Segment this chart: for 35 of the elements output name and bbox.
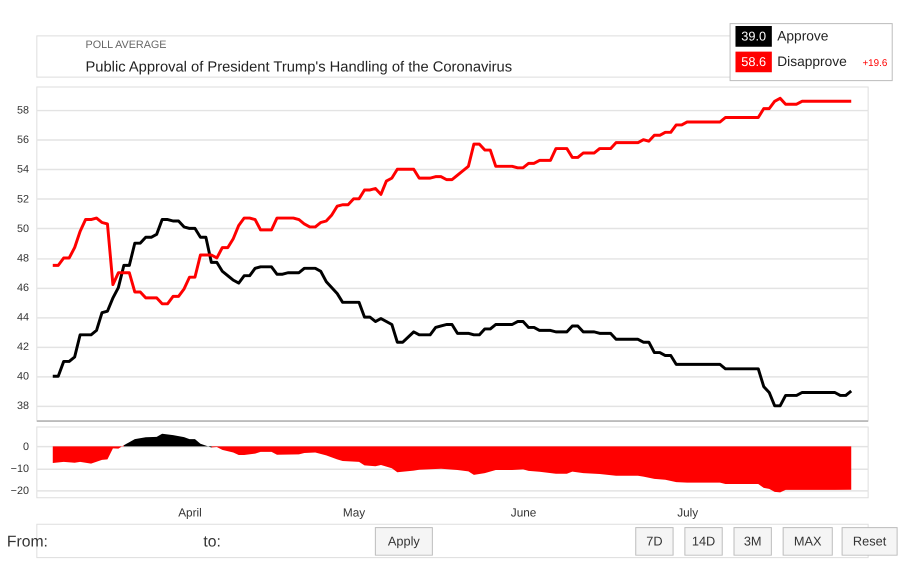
y-tick-label: 54 (16, 164, 29, 176)
y-tick-label: −10 (10, 462, 29, 475)
text: 7D (646, 533, 663, 548)
text: From: (6, 533, 48, 550)
line-series (51, 96, 853, 306)
text: to: (203, 533, 221, 550)
x-tick-label: July (677, 506, 698, 520)
y-tick-label: 44 (16, 312, 29, 324)
y-tick-label: 52 (16, 193, 29, 206)
text: +19.6 (862, 58, 888, 69)
text: 3M (744, 533, 762, 548)
y-tick-label: 50 (16, 222, 29, 235)
line-series (51, 218, 853, 408)
legend-label: Disapprove (777, 54, 848, 69)
y-tick-label: 56 (16, 134, 29, 146)
chart-title: Public Approval of President Trump's Handling of the Coronavirus (85, 60, 512, 76)
y-tick-label: 0 (22, 440, 29, 453)
y-tick-label: 48 (16, 252, 29, 264)
y-tick-label: 42 (16, 341, 29, 354)
text: MAX (794, 533, 822, 548)
x-tick-label: June (510, 506, 537, 520)
x-tick-label: April (178, 506, 202, 520)
text: 58.6 (741, 54, 766, 69)
y-tick-label: 46 (16, 282, 29, 294)
y-tick-label: 58 (16, 104, 29, 117)
text: 39.0 (741, 28, 766, 44)
legend-label: Approve (777, 28, 829, 44)
x-tick-label: May (342, 506, 366, 520)
text: Reset (852, 533, 887, 548)
text: Apply (388, 533, 420, 548)
y-tick-label: 38 (16, 400, 29, 412)
chart-subtitle: POLL AVERAGE (85, 39, 167, 52)
text: 14D (692, 533, 716, 548)
y-tick-label: −20 (10, 485, 29, 498)
y-tick-label: 40 (16, 370, 29, 383)
